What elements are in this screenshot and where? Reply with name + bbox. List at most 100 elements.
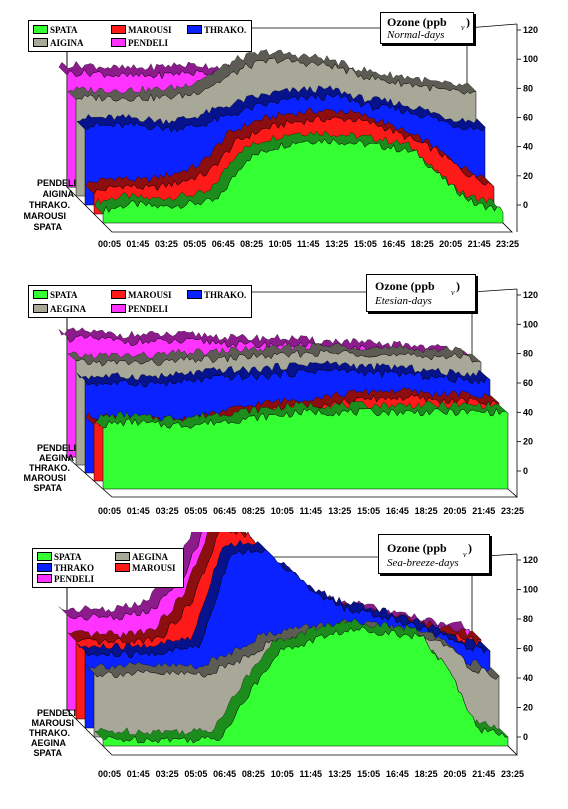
legend-entry-aegina: AIGINA [33, 38, 84, 48]
chart-svg-normal: 0 20 40 60 80 100 120 00:05 01:45 03:25 05:05 06:45… [24, 23, 538, 249]
legend-etesian: SPATA MAROUSI THRAKO. AEGINA PENDELI [28, 285, 252, 318]
series-depth-label: THRAKO. [29, 728, 70, 738]
series-depth-label: THRAKO. [29, 463, 70, 473]
x-tick-label: 05:05 [184, 506, 207, 516]
chart-title-unit: v [461, 23, 465, 32]
series-depth-label: SPATA [34, 748, 63, 758]
x-tick-label: 21:45 [472, 769, 495, 779]
y-tick-label: 20 [523, 703, 533, 713]
legend-label-spata: SPATA [50, 25, 78, 35]
legend-entry-spata: SPATA [37, 552, 82, 562]
series-area-spata [102, 407, 509, 490]
y-tick-label: 100 [523, 319, 538, 329]
x-tick-label: 16:45 [386, 769, 409, 779]
legend-label-pendeli: PENDELI [54, 574, 95, 584]
x-tick-label: 01:45 [127, 506, 150, 516]
legend-swatch-marousi [111, 290, 126, 299]
x-tick-label: 01:45 [126, 239, 149, 249]
legend-entry-marousi: MAROUSI [115, 563, 176, 573]
series-depth-label: MAROUSI [24, 211, 67, 221]
y-tick-label: 40 [523, 142, 533, 152]
legend-swatch-spata [33, 25, 48, 34]
legend-swatch-spata [33, 290, 48, 299]
y-tick-label: 0 [523, 200, 528, 210]
y-tick-label: 40 [523, 673, 533, 683]
side-wall-top [471, 288, 518, 293]
x-tick-label: 13:25 [328, 506, 351, 516]
legend-label-thrako: THRAKO [54, 563, 95, 573]
y-tick-label: 80 [523, 614, 533, 624]
y-tick-label: 60 [523, 378, 533, 388]
x-tick-label: 15:05 [357, 769, 380, 779]
y-tick-label: 60 [523, 644, 533, 654]
legend-label-aegina: AEGINA [50, 304, 87, 314]
y-tick-label: 20 [523, 171, 533, 181]
x-tick-label: 21:45 [472, 506, 495, 516]
series-depth-label: PENDELI [37, 178, 76, 188]
chart-svg-seabreeze: 0 20 40 60 80 100 120 00:05 01:45 03:25 05:05 06:45… [29, 532, 538, 779]
chart-svg-etesian: 0 20 40 60 80 100 120 00:05 01:45 03:25 05:05 06:45… [24, 288, 538, 516]
y-tick-label: 120 [523, 290, 538, 300]
chart-title-unit: v [463, 550, 467, 559]
y-tick-label: 100 [523, 585, 538, 595]
x-tick-label: 03:25 [156, 506, 179, 516]
x-tick-label: 08:25 [242, 506, 265, 516]
chart-subtitle: Normal-days [387, 29, 445, 41]
x-tick-label: 06:45 [213, 769, 236, 779]
legend-label-pendeli: PENDELI [128, 304, 169, 314]
y-tick-label: 60 [523, 113, 533, 123]
series-depth-label: SPATA [34, 222, 63, 232]
legend-label-aegina: AIGINA [50, 38, 84, 48]
x-tick-label: 00:05 [98, 239, 121, 249]
legend-entry-spata: SPATA [33, 290, 78, 300]
series-depth-label: SPATA [34, 483, 63, 493]
y-tick-label: 120 [523, 25, 538, 35]
chart-title: Ozone (ppb [387, 15, 447, 29]
x-tick-label: 08:25 [242, 769, 265, 779]
y-tick-label: 120 [523, 555, 538, 565]
legend-entry-thrako: THRAKO. [187, 290, 246, 300]
legend-label-marousi: MAROUSI [128, 290, 172, 300]
legend-entry-aegina: AEGINA [33, 304, 86, 314]
x-tick-label: 18:25 [415, 769, 438, 779]
x-tick-label: 06:45 [213, 506, 236, 516]
series-depth-label: MAROUSI [24, 473, 67, 483]
x-tick-label: 08:25 [240, 239, 263, 249]
legend-swatch-pendeli [111, 304, 126, 313]
x-tick-label: 10:05 [271, 769, 294, 779]
legend-normal: SPATA MAROUSI THRAKO. AIGINA PENDELI [28, 20, 252, 52]
legend-swatch-thrako [37, 563, 52, 572]
y-tick-label: 0 [523, 732, 528, 742]
x-tick-label: 05:05 [183, 239, 206, 249]
series-depth-label: PENDELI [37, 708, 76, 718]
x-tick-label: 00:05 [98, 769, 121, 779]
legend-swatch-aegina [33, 38, 48, 47]
x-tick-label: 23:25 [501, 506, 524, 516]
x-tick-label: 06:45 [212, 239, 235, 249]
legend-swatch-pendeli [37, 574, 52, 583]
chart-panel-seabreeze: 0 20 40 60 80 100 120 00:05 01:45 03:25 05:05 06:45… [0, 532, 568, 809]
x-tick-label: 03:25 [156, 769, 179, 779]
legend-swatch-thrako [187, 25, 202, 34]
y-tick-label: 80 [523, 349, 533, 359]
series-depth-label: MAROUSI [32, 718, 75, 728]
chart-subtitle: Sea-breeze-days [387, 557, 459, 569]
legend-label-marousi: MAROUSI [132, 563, 176, 573]
chart-title-box-normal: Ozone (ppb v ) Normal-days [380, 12, 474, 44]
legend-seabreeze: SPATA AEGINA THRAKO MAROUSI PENDELI [32, 548, 184, 588]
legend-swatch-marousi [115, 563, 130, 572]
x-tick-label: 10:05 [269, 239, 292, 249]
chart-title-close: ) [456, 279, 460, 293]
series-area-spata [102, 626, 509, 747]
legend-label-spata: SPATA [50, 290, 78, 300]
series-depth-label: PENDELI [37, 443, 76, 453]
x-tick-label: 18:25 [411, 239, 434, 249]
legend-entry-thrako: THRAKO [37, 563, 94, 573]
x-tick-label: 11:45 [297, 239, 320, 249]
legend-entry-marousi: MAROUSI [111, 25, 172, 35]
chart-title-box-etesian: Ozone (ppb v ) Etesian-days [366, 274, 476, 312]
chart-panel-etesian: 0 20 40 60 80 100 120 00:05 01:45 03:25 05:05 06:45… [0, 266, 568, 528]
legend-entry-thrako: THRAKO. [187, 25, 246, 35]
series-depth-label: AIGINA [43, 189, 75, 199]
x-tick-label: 15:05 [357, 506, 380, 516]
